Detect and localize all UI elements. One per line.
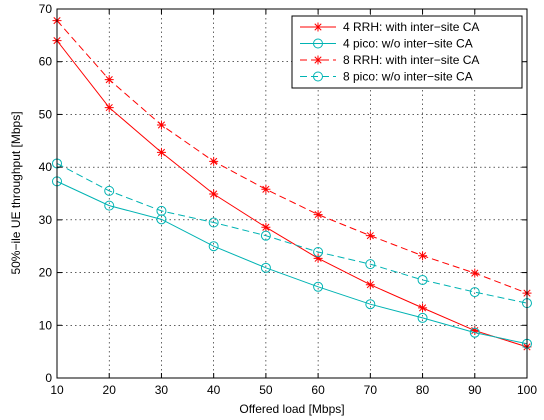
x-tick-label: 90 [468,383,482,397]
y-tick-label: 50 [39,107,53,121]
data-point [208,241,219,252]
y-tick-label: 40 [39,160,53,174]
legend-item: 8 pico: w/o inter−site CA [300,70,473,84]
data-point [260,230,271,241]
legend-label: 4 RRH: with inter−site CA [343,20,479,34]
data-point [313,281,324,292]
legend-item: 8 RRH: with inter−site CA [300,53,479,67]
x-tick-label: 30 [155,383,169,397]
legend-marker [313,38,323,49]
legend-label: 8 RRH: with inter−site CA [343,53,479,67]
x-tick-label: 20 [103,383,117,397]
data-point [261,184,271,194]
data-point [313,247,324,258]
data-point [156,147,166,157]
data-point [313,253,323,263]
data-point [261,222,271,232]
data-point [418,251,428,261]
data-point [104,75,114,85]
data-point [365,259,376,270]
x-tick-label: 70 [364,383,378,397]
series-line [56,163,528,304]
data-point [417,312,428,323]
series-line [56,180,528,345]
data-point [156,205,167,216]
legend-marker [313,22,323,32]
x-axis-label: Offered load [Mbps] [239,402,344,416]
x-tick-label: 80 [416,383,430,397]
data-point [470,326,480,336]
x-tick-label: 100 [517,383,537,397]
series-line [56,20,528,294]
plot-frame [56,8,528,379]
x-tick-label: 50 [259,383,273,397]
y-tick-label: 70 [39,2,53,16]
y-tick-label: 20 [39,266,53,280]
data-point [104,185,115,196]
series-line [56,40,528,348]
y-axis-label: 50%−ile UE throughput [Mbps] [9,111,23,274]
legend-label: 8 pico: w/o inter−site CA [343,70,473,84]
legend-item: 4 pico: w/o inter−site CA [300,37,473,51]
series-2 [52,176,532,349]
y-tick-label: 0 [45,371,52,385]
data-point [156,214,167,225]
legend-marker [313,55,323,65]
data-point [417,274,428,285]
y-tick-label: 60 [39,55,53,69]
data-point [365,280,375,290]
x-tick-label: 10 [50,383,64,397]
x-tick-label: 40 [207,383,221,397]
data-point [104,200,115,211]
x-tick-label: 60 [311,383,325,397]
data-point [365,299,376,310]
data-point [469,327,480,338]
y-tick-label: 10 [39,318,53,332]
data-point [156,120,166,130]
legend-marker [313,71,323,82]
data-point [209,189,219,199]
legend: 4 RRH: with inter−site CA 4 pico: w/o int… [291,15,523,89]
data-point [469,287,480,298]
data-point [418,303,428,313]
data-point [365,231,375,241]
legend-item: 4 RRH: with inter−site CA [300,20,479,34]
data-point [208,217,219,228]
data-point [313,210,323,220]
data-point [470,268,480,278]
data-point [260,262,271,273]
data-point [209,156,219,166]
legend-label: 4 pico: w/o inter−site CA [343,37,473,51]
y-tick-label: 30 [39,213,53,227]
series-4 [52,158,532,309]
series-3 [52,16,532,298]
legend-box [291,15,523,89]
data-point [104,103,114,113]
